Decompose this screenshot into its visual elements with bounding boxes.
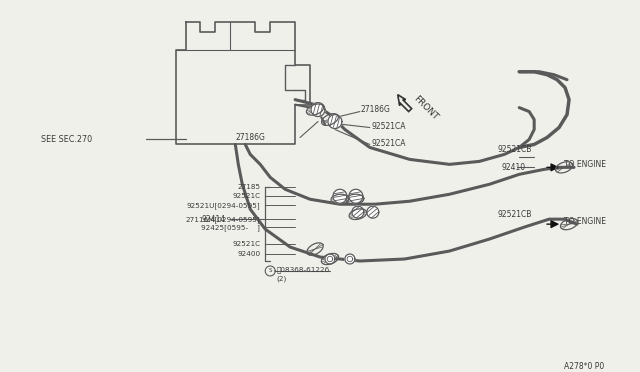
Text: (2): (2) — [276, 276, 287, 282]
Text: 92410: 92410 — [501, 163, 525, 172]
Polygon shape — [328, 115, 342, 128]
Text: 27186G: 27186G — [361, 105, 390, 114]
Text: 92521CB: 92521CB — [497, 145, 532, 154]
Text: 92400: 92400 — [237, 251, 260, 257]
Text: 27116M[0294-0595]: 27116M[0294-0595] — [186, 216, 260, 222]
Polygon shape — [367, 206, 379, 218]
Text: 92414: 92414 — [201, 215, 225, 224]
Text: 92521C: 92521C — [232, 241, 260, 247]
Polygon shape — [349, 189, 363, 203]
Text: 92521CA: 92521CA — [372, 122, 406, 131]
Text: TO ENGINE: TO ENGINE — [564, 160, 606, 169]
Text: TO ENGINE: TO ENGINE — [564, 217, 606, 226]
Text: A278*0 P0: A278*0 P0 — [564, 362, 604, 371]
Polygon shape — [333, 189, 347, 203]
Text: 92521U[0294-0595]: 92521U[0294-0595] — [187, 202, 260, 209]
Text: 92521CA: 92521CA — [372, 139, 406, 148]
Text: S: S — [268, 269, 272, 273]
Polygon shape — [352, 206, 364, 218]
Polygon shape — [311, 103, 325, 116]
Text: SEE SEC.270: SEE SEC.270 — [41, 135, 92, 144]
Text: FRONT: FRONT — [412, 94, 440, 122]
Text: 27186G: 27186G — [236, 133, 265, 142]
Polygon shape — [325, 254, 335, 264]
Text: 27185: 27185 — [237, 184, 260, 190]
Text: 92425[0595-    ]: 92425[0595- ] — [202, 224, 260, 231]
Text: ゃ08368-61226: ゃ08368-61226 — [276, 267, 330, 273]
Text: 92521CB: 92521CB — [497, 210, 532, 219]
Text: 92521C: 92521C — [232, 193, 260, 199]
Polygon shape — [345, 254, 355, 264]
